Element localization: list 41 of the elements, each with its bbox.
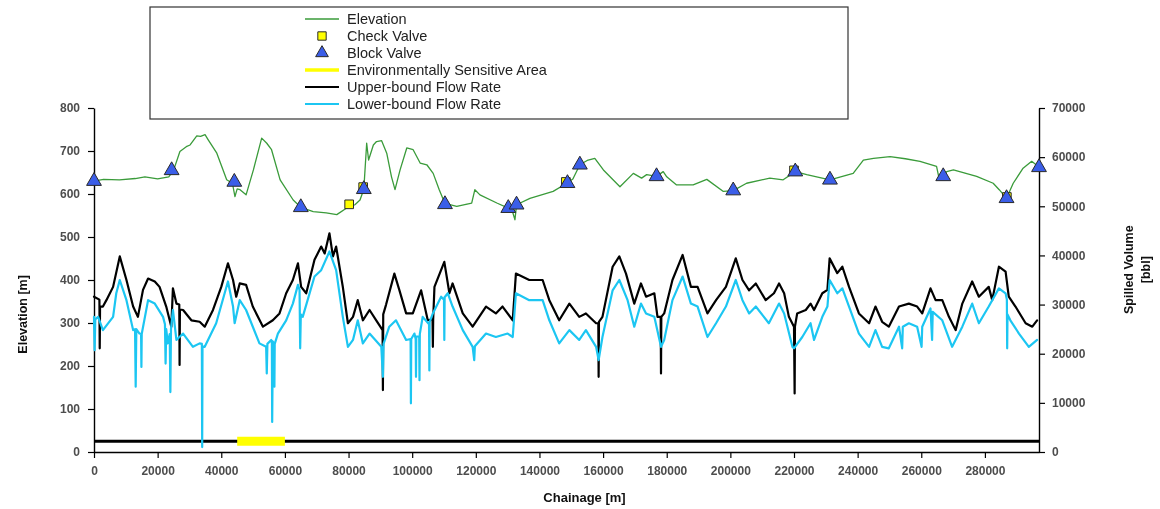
y2-axis-title: Spilled Volume [bbl] [1122,225,1153,315]
x-tick-label: 240000 [838,463,879,478]
x-tick-label: 160000 [583,463,624,478]
x-tick-label: 180000 [647,463,688,478]
y-tick-label: 100 [59,402,81,417]
x-tick-label: 100000 [392,463,434,478]
y-tick-label: 0 [73,445,81,460]
x-tick-label: 200000 [710,463,752,478]
legend-label: Block Valve [347,45,422,62]
legend-label: Check Valve [347,28,428,45]
legend-label: Environmentally Sensitive Area [347,62,548,79]
x-tick-label: 120000 [456,463,497,478]
y-axis-title: Elevation [m] [16,275,30,354]
x-tick-label: 0 [91,463,99,478]
x-tick-label: 60000 [268,463,303,478]
x-tick-label: 280000 [965,463,1006,478]
y-tick-label: 600 [59,187,81,202]
x-tick-label: 80000 [332,463,367,478]
y2-tick-label: 40000 [1052,248,1086,263]
x-tick-label: 20000 [141,463,176,478]
y-tick-label: 400 [59,273,81,288]
y-tick-label: 800 [59,101,81,116]
x-axis-title: Chainage [m] [543,490,626,505]
x-tick-label: 220000 [774,463,815,478]
x-tick-label: 140000 [519,463,561,478]
x-tick-label: 40000 [205,463,239,478]
y-tick-label: 300 [59,316,81,331]
y2-tick-label: 50000 [1052,199,1086,214]
y-tick-label: 200 [59,359,81,374]
x-tick-label: 260000 [901,463,943,478]
y-tick-label: 500 [59,230,81,245]
y2-tick-label: 0 [1052,445,1059,460]
y2-tick-label: 10000 [1052,396,1086,411]
y2-tick-label: 20000 [1052,347,1086,362]
legend-label: Lower-bound Flow Rate [347,96,501,113]
legend-label: Upper-bound Flow Rate [347,79,501,96]
y2-tick-label: 30000 [1052,297,1086,312]
y2-tick-label: 60000 [1052,150,1086,165]
legend-label: Elevation [347,11,407,28]
y2-tick-label: 70000 [1052,101,1086,116]
y-tick-label: 700 [59,144,81,159]
